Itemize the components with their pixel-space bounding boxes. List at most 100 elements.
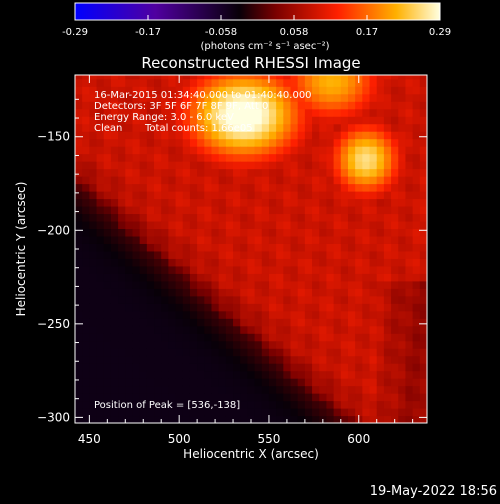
heatmap-cell [276,153,284,162]
heatmap-cell [268,176,277,185]
heatmap-cell [268,213,277,222]
heatmap-cell [290,213,299,222]
heatmap-cell [233,235,241,244]
heatmap-cell [182,191,191,200]
heatmap-cell [175,318,184,327]
heatmap-cell [419,176,427,185]
heatmap-cell [161,288,169,297]
heatmap-cell [168,191,177,200]
heatmap-cell [276,183,284,192]
heatmap-cell [110,101,119,110]
heatmap-cell [412,138,421,147]
heatmap-cell [283,303,292,312]
heatmap-cell [118,318,126,327]
heatmap-cell [233,303,241,312]
heatmap-cell [369,250,378,259]
heatmap-cell [254,355,263,364]
heatmap-cell [82,265,90,274]
heatmap-cell [268,220,277,230]
heatmap-cell [110,250,119,259]
heatmap-cell [276,131,284,140]
heatmap-cell [405,378,414,387]
heatmap-cell [347,183,356,192]
heatmap-cell [240,220,249,230]
heatmap-cell [333,415,342,423]
heatmap-cell [319,191,328,200]
heatmap-cell [347,303,356,312]
heatmap-cell [161,355,169,364]
heatmap-cell [247,393,256,402]
heatmap-cell [391,191,399,200]
heatmap-cell [333,385,342,394]
heatmap-cell [82,213,90,222]
heatmap-cell [398,363,407,372]
heatmap-cell [82,258,90,267]
heatmap-cell [268,318,277,327]
heatmap-cell [283,295,292,304]
heatmap-cell [96,295,105,304]
heatmap-cell [233,86,241,95]
heatmap-cell [297,370,306,379]
heatmap-cell [391,340,399,349]
heatmap-cell [326,333,335,342]
heatmap-cell [276,191,284,200]
heatmap-cell [297,78,306,87]
heatmap-cell [297,235,306,244]
heatmap-cell [82,205,90,215]
heatmap-cell [319,393,328,402]
heatmap-cell [312,75,320,80]
heatmap-cell [103,78,112,87]
heatmap-cell [204,116,213,125]
heatmap-cell [391,370,399,379]
heatmap-cell [204,176,213,185]
heatmap-cell [197,235,205,244]
heatmap-cell [89,86,98,95]
heatmap-cell [319,168,328,177]
heatmap-cell [398,378,407,387]
heatmap-cell [118,123,126,132]
heatmap-cell [89,198,98,207]
heatmap-cell [268,161,277,170]
heatmap-cell [96,378,105,387]
heatmap-cell [319,138,328,147]
heatmap-cell [175,250,184,259]
heatmap-cell [376,340,385,349]
heatmap-cell [118,108,126,117]
heatmap-cell [233,153,241,162]
heatmap-cell [125,220,134,230]
heatmap-cell [110,348,119,357]
heatmap-cell [326,213,335,222]
heatmap-cell [103,176,112,185]
heatmap-cell [168,235,177,244]
heatmap-cell [419,258,427,267]
heatmap-cell [419,378,427,387]
heatmap-cell [383,393,392,402]
heatmap-cell [197,243,205,252]
heatmap-cell [326,415,335,423]
heatmap-cell [304,318,313,327]
heatmap-cell [132,168,141,177]
heatmap-cell [268,400,277,409]
heatmap-cell [75,161,83,170]
heatmap-cell [175,116,184,125]
heatmap-cell [326,363,335,372]
heatmap-cell [312,243,320,252]
heatmap-cell [118,228,126,237]
heatmap-cell [175,168,184,177]
heatmap-cell [383,228,392,237]
heatmap-cell [175,378,184,387]
heatmap-cell [189,385,198,394]
heatmap-cell [347,131,356,140]
heatmap-cell [82,93,90,102]
heatmap-cell [146,363,155,372]
annotation-line: Energy Range: 3.0 - 6.0 keV [94,112,234,123]
heatmap-cell [312,415,320,423]
heatmap-cell [89,333,98,342]
heatmap-cell [197,205,205,215]
heatmap-cell [261,258,270,267]
heatmap-cell [355,123,363,132]
heatmap-cell [161,325,169,334]
heatmap-cell [125,333,134,342]
heatmap-cell [383,378,392,387]
heatmap-cell [75,86,83,95]
